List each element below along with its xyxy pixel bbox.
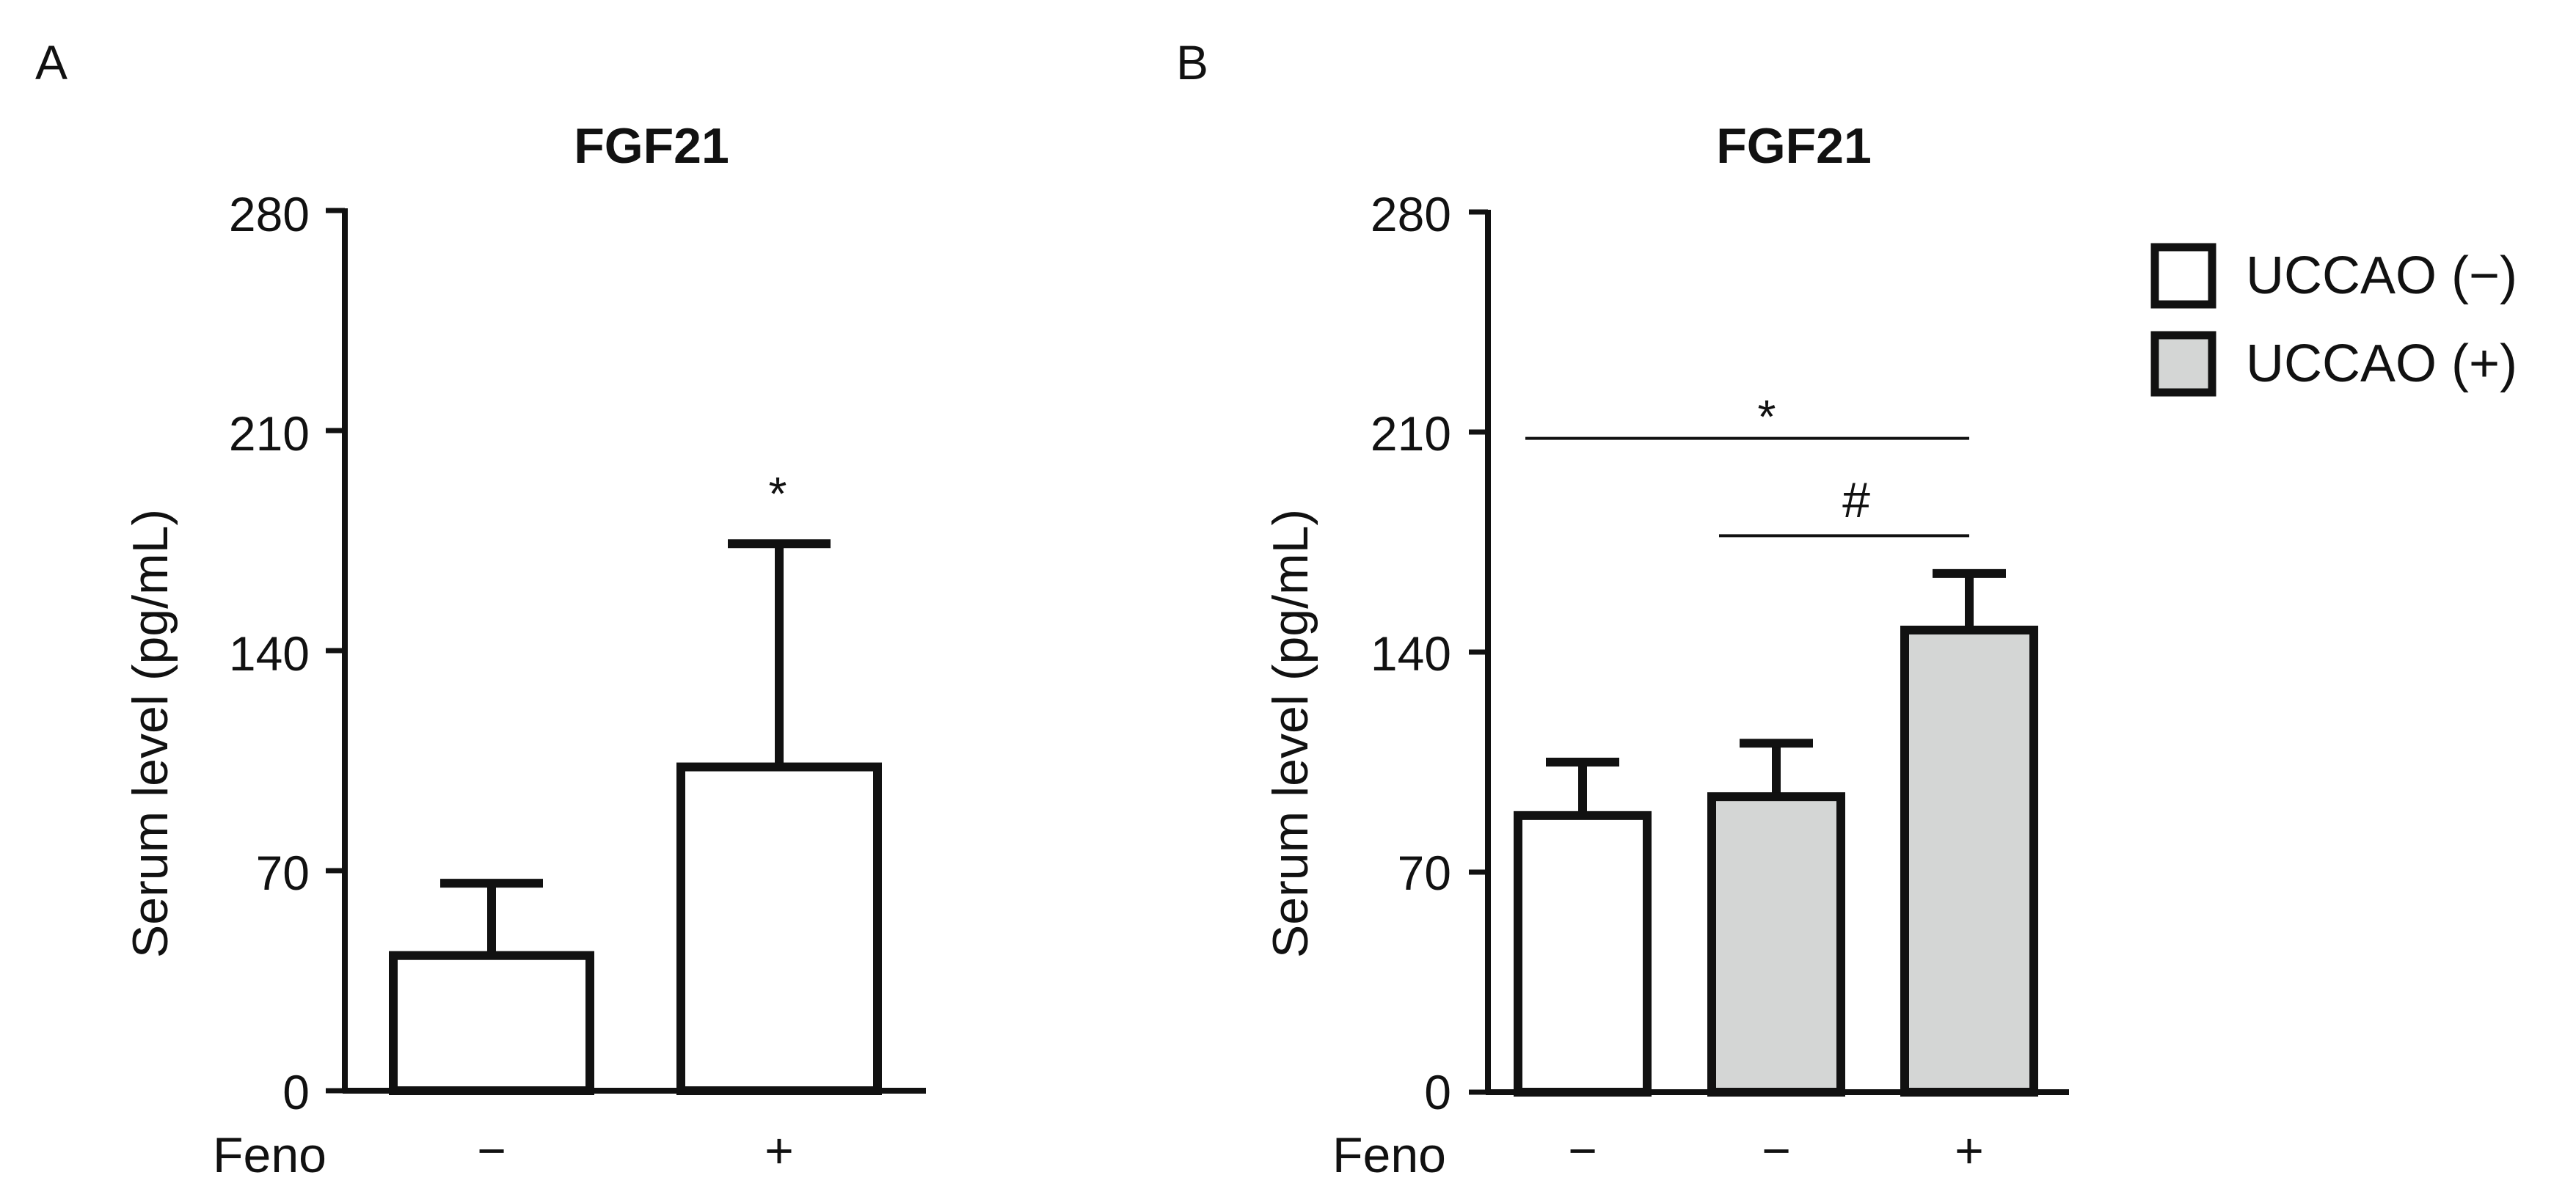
panel-b-ytick-label: 0 <box>1424 1065 1451 1119</box>
panel-a-ytick-label: 280 <box>229 187 310 241</box>
panel-b-ytick-label: 210 <box>1371 406 1451 461</box>
panel-a-ytick-label: 70 <box>256 846 310 900</box>
legend: UCCAO (−) UCCAO (+) <box>2150 243 2517 397</box>
panel-b-row-label: Feno <box>1332 1127 1446 1183</box>
bar <box>1514 811 1652 1097</box>
panel-a-ytick-label: 140 <box>229 626 310 681</box>
panel-b-ytick-label: 280 <box>1371 187 1451 241</box>
bar <box>1900 626 2038 1097</box>
panel-a-y-axis-label: Serum level (pg/mL) <box>123 509 178 958</box>
panel-a-label: A <box>35 35 67 89</box>
panel-a-x-ticks: − + <box>477 1123 794 1179</box>
panel-b-bracket-hash-label: # <box>1842 472 1870 528</box>
bar <box>676 762 882 1095</box>
panel-b-xtick-label: − <box>1762 1123 1791 1179</box>
panel-a-xtick-label: − <box>477 1123 506 1179</box>
bar <box>1707 792 1845 1097</box>
panel-b-xtick-label: + <box>1955 1123 1984 1179</box>
panel-a-y-ticks: 0 70 140 210 280 <box>229 187 310 1119</box>
panel-a-xtick-label: + <box>765 1123 794 1179</box>
panel-b-ytick-label: 140 <box>1371 626 1451 681</box>
panel-b: B FGF21 Serum level (pg/mL) Feno 0 70 14… <box>1176 35 2517 1183</box>
panel-b-label: B <box>1176 35 1208 89</box>
panel-b-y-ticks: 0 70 140 210 280 <box>1371 187 1451 1119</box>
legend-swatch-uccao-minus <box>2150 243 2216 309</box>
panel-a: A FGF21 Serum level (pg/mL) Feno 0 70 14… <box>35 35 926 1183</box>
panel-b-ytick-label: 70 <box>1398 846 1451 900</box>
panel-b-y-axis-label: Serum level (pg/mL) <box>1263 509 1318 958</box>
legend-label-uccao-plus: UCCAO (+) <box>2246 334 2517 393</box>
panel-b-plot <box>1469 209 2069 1097</box>
legend-swatch-uccao-plus <box>2150 331 2216 397</box>
bar <box>389 951 594 1095</box>
panel-a-plot <box>326 208 926 1095</box>
panel-b-bracket-star-label: * <box>1758 390 1776 443</box>
panel-a-ytick-label: 0 <box>282 1065 310 1119</box>
panel-a-row-label: Feno <box>213 1127 326 1183</box>
panel-b-title: FGF21 <box>1716 118 1872 174</box>
panel-a-significance-star: * <box>769 467 787 520</box>
panel-a-title: FGF21 <box>574 118 729 174</box>
panel-b-xtick-label: − <box>1568 1123 1597 1179</box>
panel-b-x-ticks: − − + <box>1568 1123 1984 1179</box>
legend-label-uccao-minus: UCCAO (−) <box>2246 246 2517 305</box>
panel-a-ytick-label: 210 <box>229 406 310 461</box>
